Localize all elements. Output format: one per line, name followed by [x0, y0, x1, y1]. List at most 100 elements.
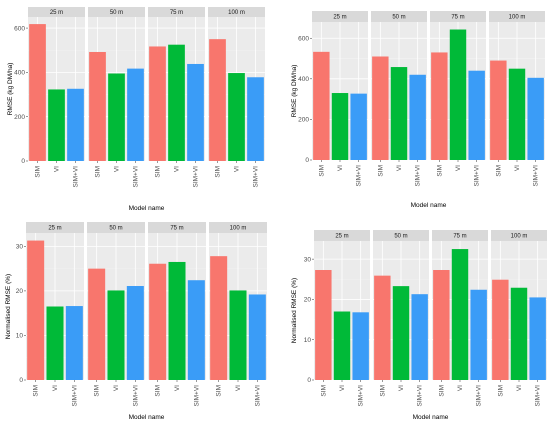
x-tick-label: VI	[174, 166, 181, 172]
y-axis-title: RMSE (kg DM/ha)	[7, 63, 14, 116]
chart-4: 0 10 20 30 Normalised RMSE (%) 25 m SIM VI SIM+V…	[291, 230, 547, 421]
x-tick-label: SIM	[436, 165, 443, 177]
facet-panel: 50 m SIM VI SIM+VI	[87, 222, 145, 407]
bar-sim	[88, 268, 106, 380]
x-tick-label: SIM+VI	[133, 166, 140, 188]
facet-label: 75 m	[170, 226, 183, 232]
x-tick-label: SIM	[216, 385, 223, 397]
x-tick-label: SIM+VI	[193, 166, 200, 188]
y-tick-label: 600	[298, 35, 309, 42]
x-tick-label: SIM	[497, 385, 504, 397]
x-tick-label: SIM+VI	[535, 385, 542, 407]
bar-sim-plus-vi	[65, 306, 83, 380]
y-tick-label: 200	[14, 114, 25, 121]
facet-panel: 50 m SIM VI SIM+VI	[371, 11, 427, 187]
bar-vi	[390, 67, 408, 160]
bar-sim-plus-vi	[352, 312, 369, 380]
x-tick-label: SIM	[318, 165, 325, 177]
y-tick-label: 10	[304, 337, 312, 344]
y-tick-label: 600	[14, 25, 25, 32]
x-tick-label: SIM+VI	[254, 385, 261, 407]
y-tick-label: 20	[16, 288, 24, 295]
x-tick-label: SIM+VI	[415, 165, 422, 187]
facet-label: 75 m	[453, 234, 466, 240]
y-tick-label: 20	[304, 297, 312, 304]
facet-strip	[491, 230, 547, 241]
y-tick-label: 10	[16, 333, 24, 340]
x-tick-label: VI	[339, 385, 346, 391]
bar-sim-plus-vi	[470, 289, 487, 380]
facet-label: 25 m	[333, 15, 346, 21]
bar-sim	[315, 270, 332, 380]
x-tick-label: SIM	[438, 385, 445, 397]
facet-strip	[373, 230, 429, 241]
facet-panel: 100 m SIM VI SIM+VI	[209, 222, 267, 407]
bar-sim	[149, 46, 166, 161]
bar-sim-plus-vi	[409, 74, 426, 160]
x-tick-label: VI	[457, 385, 464, 391]
x-tick-label: SIM+VI	[417, 385, 424, 407]
facet-label: 25 m	[48, 226, 61, 232]
x-tick-label: SIM	[35, 166, 42, 178]
bar-sim	[313, 51, 330, 160]
facet-panel: 75 m SIM VI SIM+VI	[148, 222, 206, 407]
facet-strip	[314, 230, 370, 241]
x-tick-label: VI	[113, 385, 120, 391]
facet-label: 25 m	[50, 10, 63, 16]
facet-panel: 75 m SIM VI SIM+VI	[430, 11, 486, 187]
facet-label: 100 m	[509, 15, 526, 21]
bar-sim	[29, 24, 46, 161]
facet-strip	[87, 222, 145, 233]
bar-sim-plus-vi	[350, 93, 367, 160]
bar-sim	[89, 52, 106, 161]
y-tick-label: 0	[21, 158, 25, 165]
facet-panel: 100 m SIM VI SIM+VI	[489, 11, 545, 187]
x-tick-label: SIM	[379, 385, 386, 397]
facet-strip	[208, 7, 265, 17]
bar-vi	[451, 249, 469, 380]
x-tick-label: SIM+VI	[533, 165, 540, 187]
facet-panel: 100 m SIM VI SIM+VI	[491, 230, 547, 407]
x-tick-label: VI	[514, 165, 521, 171]
x-axis-title: Model name	[129, 205, 165, 212]
y-tick-label: 30	[304, 256, 312, 263]
x-tick-label: VI	[455, 165, 462, 171]
x-tick-label: SIM	[155, 385, 162, 397]
chart-2: 0 200 400 600 RMSE (kg DM/ha) 25 m SIM VI SIM+VI…	[291, 11, 545, 209]
facet-panel: 25 m SIM VI SIM+VI	[312, 11, 368, 187]
x-tick-label: SIM+VI	[476, 385, 483, 407]
x-axis-title: Model name	[413, 414, 449, 421]
y-tick-label: 0	[305, 157, 309, 164]
bar-sim	[149, 263, 167, 380]
bar-vi	[229, 290, 247, 380]
facet-label: 75 m	[451, 15, 464, 21]
y-axis-title: Normalised RMSE (%)	[5, 274, 12, 339]
x-tick-label: SIM	[495, 165, 502, 177]
bar-vi	[48, 89, 65, 161]
facet-label: 50 m	[110, 10, 123, 16]
facet-label: 100 m	[230, 226, 247, 232]
x-tick-label: VI	[396, 165, 403, 171]
facet-strip	[148, 7, 205, 17]
bar-sim	[27, 240, 45, 380]
x-tick-label: SIM	[377, 165, 384, 177]
x-tick-label: VI	[114, 166, 121, 172]
x-tick-label: SIM	[320, 385, 327, 397]
facet-strip	[26, 222, 84, 233]
bar-sim	[209, 39, 226, 161]
bar-sim-plus-vi	[187, 280, 205, 380]
bar-vi	[107, 290, 125, 380]
facet-strip	[430, 11, 486, 22]
y-tick-label: 30	[16, 244, 24, 251]
y-tick-label: 400	[298, 76, 309, 83]
bar-sim-plus-vi	[527, 77, 544, 160]
x-tick-label: SIM+VI	[253, 166, 260, 188]
x-tick-label: SIM+VI	[474, 165, 481, 187]
facet-strip	[148, 222, 206, 233]
x-tick-label: SIM	[94, 385, 101, 397]
x-tick-label: VI	[337, 165, 344, 171]
facet-panel: 25 m SIM VI SIM+VI	[26, 222, 84, 407]
x-tick-label: SIM	[33, 385, 40, 397]
bar-vi	[510, 287, 528, 380]
